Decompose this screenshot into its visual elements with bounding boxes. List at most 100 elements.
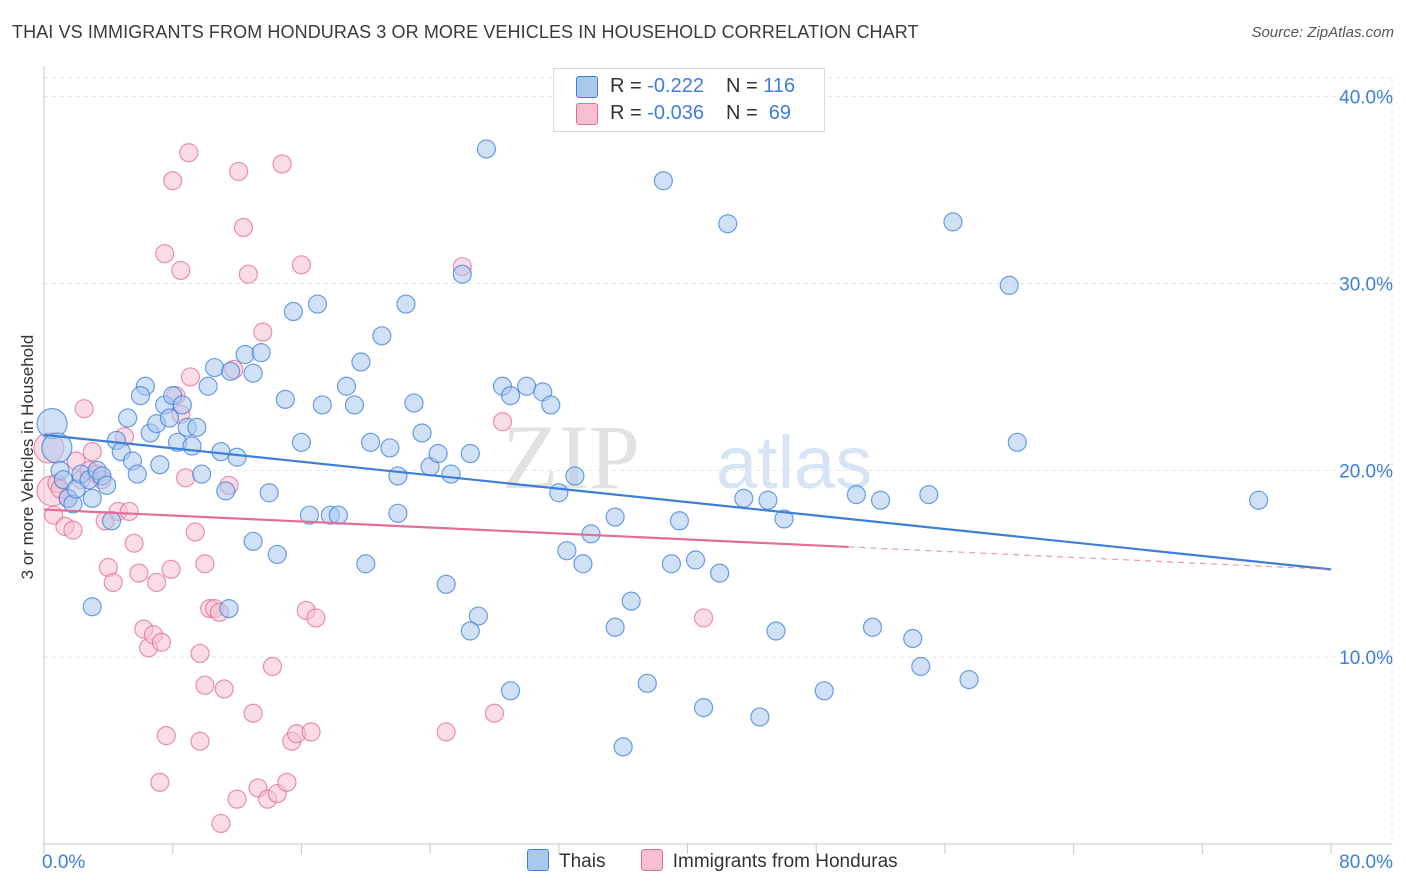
honduras-point	[227, 789, 247, 809]
trend-lines	[43, 433, 1332, 571]
honduras-point	[306, 608, 326, 628]
thais-point	[221, 361, 241, 381]
thais-point	[328, 505, 349, 525]
honduras-point	[484, 703, 505, 723]
thais-point	[182, 436, 202, 456]
thais-point	[307, 294, 328, 314]
thais-point	[53, 470, 73, 490]
thais-n-value: 116	[763, 75, 796, 97]
honduras-point	[180, 367, 200, 387]
honduras-legend-swatch	[640, 849, 663, 871]
thais-point	[943, 212, 963, 232]
thais-point	[344, 395, 365, 415]
correlation-legend: R = -0.222 N = 116 R = -0.036 N = 69	[553, 68, 825, 132]
honduras-n-label: N =	[725, 102, 764, 124]
honduras-point	[151, 632, 172, 652]
thais-point	[718, 214, 738, 234]
honduras-point	[229, 161, 249, 182]
y-tick-label: 40.0%	[1339, 88, 1393, 109]
thais-point	[356, 554, 376, 574]
thais-point	[734, 488, 754, 508]
thais-point	[351, 352, 371, 372]
x-tick-min: 0.0%	[42, 852, 86, 873]
honduras-r-label: R =	[610, 102, 648, 124]
legend-item-thais[interactable]: Thais	[527, 849, 605, 873]
thais-point	[862, 617, 883, 637]
honduras-point	[155, 244, 175, 264]
thais-point	[621, 591, 641, 611]
thais-point	[476, 139, 497, 159]
thais-point	[291, 432, 311, 452]
thais-point	[275, 389, 295, 409]
thais-point	[710, 563, 730, 583]
thais-n-label: N =	[725, 75, 764, 97]
thais-point	[312, 395, 332, 415]
honduras-point	[147, 572, 167, 593]
honduras-swatch	[576, 102, 598, 125]
honduras-point	[129, 563, 149, 583]
honduras-point	[82, 442, 102, 462]
honduras-point	[150, 772, 170, 792]
honduras-point	[103, 572, 123, 593]
thais-point	[1249, 490, 1269, 510]
legend-item-honduras[interactable]: Immigrants from Honduras	[640, 849, 898, 873]
thais-point	[118, 408, 138, 428]
thais-point	[605, 617, 625, 637]
honduras-point	[175, 468, 196, 488]
thais-point	[436, 574, 456, 594]
thais-point	[460, 443, 480, 464]
thais-point	[428, 443, 448, 464]
thais-point	[82, 488, 102, 508]
thais-trend-line	[43, 433, 1332, 571]
thais-point	[216, 481, 236, 501]
thais-point	[441, 464, 461, 484]
thais-point	[541, 395, 561, 415]
thais-point	[613, 737, 633, 757]
y-tick-label: 20.0%	[1339, 461, 1393, 482]
thais-point	[172, 395, 192, 415]
x-tick-max: 80.0%	[1339, 852, 1393, 873]
thais-point	[870, 490, 891, 510]
thais-point	[251, 343, 271, 363]
honduras-point	[74, 399, 94, 419]
thais-point	[774, 509, 794, 529]
honduras-legend-label: Immigrants from Honduras	[672, 851, 898, 873]
thais-point	[549, 483, 569, 503]
thais-point	[460, 621, 480, 641]
honduras-point	[272, 154, 292, 174]
thais-point	[404, 393, 424, 413]
thais-point	[396, 294, 416, 314]
thais-point	[565, 466, 585, 486]
thais-point	[758, 490, 778, 510]
thais-point	[388, 503, 408, 523]
thais-point	[372, 326, 392, 346]
thais-point	[159, 408, 180, 428]
thais-point	[999, 275, 1019, 295]
honduras-point	[119, 501, 139, 522]
honduras-trend-extension	[848, 546, 1332, 570]
thais-point	[661, 554, 682, 574]
thais-swatch	[576, 75, 598, 98]
thais-point	[814, 681, 834, 701]
honduras-point	[243, 703, 263, 723]
thais-point	[380, 438, 400, 458]
thais-point	[766, 621, 786, 641]
thais-point	[336, 376, 357, 396]
honduras-n-value: 69	[763, 102, 792, 124]
honduras-point	[161, 559, 181, 579]
honduras-point	[238, 264, 258, 284]
thais-point	[82, 597, 102, 617]
thais-point	[573, 554, 593, 574]
legend-row-honduras: R = -0.036 N = 69	[576, 102, 791, 128]
thais-point	[267, 544, 287, 565]
honduras-point	[171, 260, 191, 281]
thais-point	[412, 423, 432, 443]
thais-point	[693, 698, 714, 718]
thais-point	[846, 485, 867, 505]
thais-point	[130, 386, 151, 406]
honduras-point	[195, 675, 215, 695]
thais-point	[911, 656, 931, 677]
thais-point	[192, 464, 212, 484]
honduras-point	[163, 171, 183, 191]
